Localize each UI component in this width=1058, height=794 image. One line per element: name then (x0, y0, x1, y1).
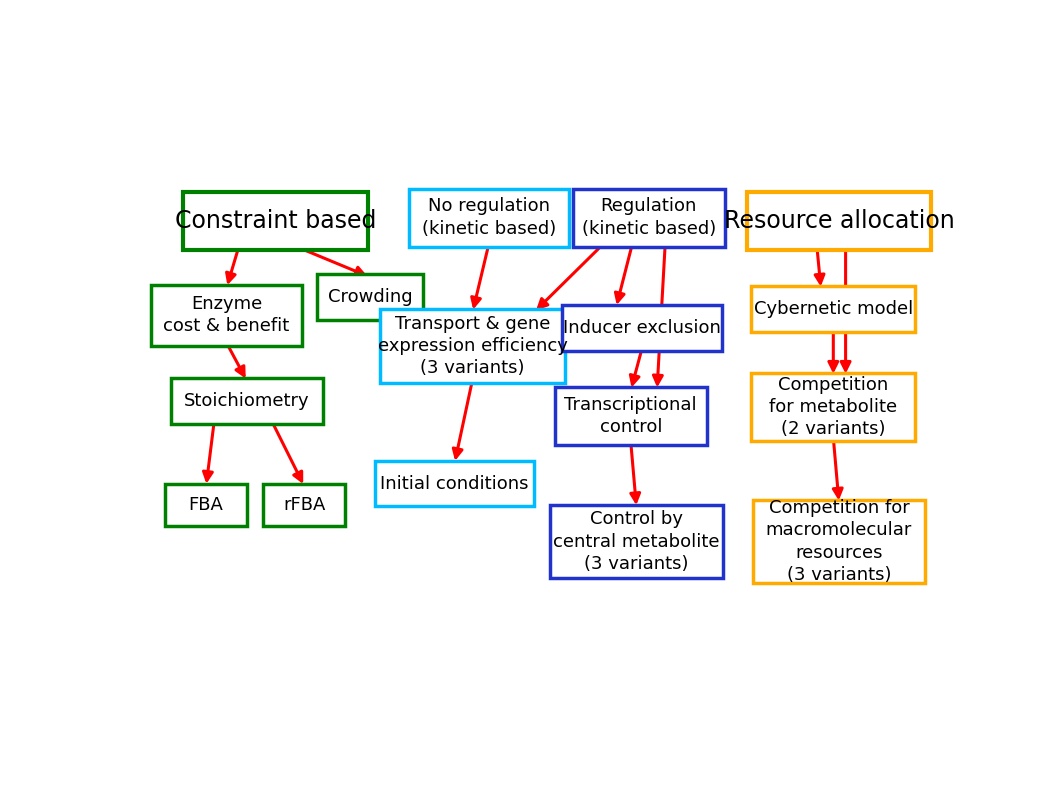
Text: Transcriptional
control: Transcriptional control (565, 396, 697, 437)
Text: Regulation
(kinetic based): Regulation (kinetic based) (582, 198, 716, 237)
FancyBboxPatch shape (562, 305, 723, 350)
FancyBboxPatch shape (550, 505, 723, 578)
Text: Enzyme
cost & benefit: Enzyme cost & benefit (163, 295, 290, 336)
Text: Competition
for metabolite
(2 variants): Competition for metabolite (2 variants) (769, 376, 897, 438)
Text: Competition for
macromolecular
resources
(3 variants): Competition for macromolecular resources… (766, 499, 912, 584)
Text: FBA: FBA (188, 496, 223, 514)
Text: Initial conditions: Initial conditions (380, 475, 529, 492)
FancyBboxPatch shape (751, 287, 915, 332)
Text: Cybernetic model: Cybernetic model (753, 300, 913, 318)
FancyBboxPatch shape (555, 387, 707, 445)
Text: Inducer exclusion: Inducer exclusion (563, 318, 722, 337)
FancyBboxPatch shape (171, 378, 323, 424)
Text: Stoichiometry: Stoichiometry (184, 392, 310, 410)
FancyBboxPatch shape (316, 274, 423, 320)
FancyBboxPatch shape (753, 500, 925, 583)
Text: rFBA: rFBA (284, 496, 326, 514)
FancyBboxPatch shape (409, 188, 569, 247)
FancyBboxPatch shape (150, 285, 303, 346)
FancyBboxPatch shape (751, 373, 915, 441)
FancyBboxPatch shape (380, 310, 565, 383)
Text: Resource allocation: Resource allocation (724, 209, 954, 233)
FancyBboxPatch shape (183, 191, 368, 249)
FancyBboxPatch shape (573, 188, 725, 247)
Text: No regulation
(kinetic based): No regulation (kinetic based) (422, 198, 557, 237)
FancyBboxPatch shape (747, 191, 931, 249)
Text: Crowding: Crowding (328, 288, 413, 306)
FancyBboxPatch shape (263, 484, 345, 526)
FancyBboxPatch shape (165, 484, 248, 526)
Text: Transport & gene
expression efficiency
(3 variants): Transport & gene expression efficiency (… (378, 314, 567, 377)
Text: Control by
central metabolite
(3 variants): Control by central metabolite (3 variant… (553, 511, 719, 572)
FancyBboxPatch shape (375, 461, 534, 507)
Text: Constraint based: Constraint based (175, 209, 377, 233)
